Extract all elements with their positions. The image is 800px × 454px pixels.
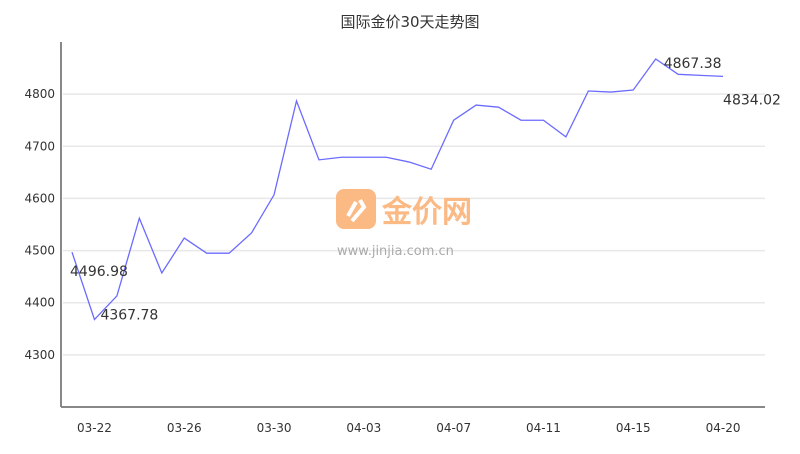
x-tick-label: 04-03 [346, 421, 381, 435]
chart-title: 国际金价30天走势图 [340, 13, 479, 31]
x-tick-label: 03-30 [257, 421, 292, 435]
y-tick-label: 4500 [24, 244, 55, 258]
x-tick-label: 04-07 [436, 421, 471, 435]
price-line [71, 58, 724, 321]
gridlines [63, 93, 765, 356]
watermark-brand: 金价网 [381, 195, 472, 230]
y-tick-label: 4800 [24, 87, 55, 101]
x-tick-label: 04-11 [526, 421, 561, 435]
watermark: 金价网 www.jinjia.com.cn [336, 189, 472, 259]
data-label: 4367.78 [100, 308, 158, 324]
x-tick-label: 04-20 [706, 421, 741, 435]
x-tick-label: 03-22 [77, 421, 112, 435]
watermark-logo-icon [336, 189, 376, 229]
y-tick-label: 4600 [24, 191, 55, 205]
y-tick-label: 4700 [24, 139, 55, 153]
x-tick-label: 04-15 [616, 421, 651, 435]
data-label: 4867.38 [664, 56, 722, 72]
x-tick-label: 03-26 [167, 421, 202, 435]
data-label: 4496.98 [70, 264, 128, 280]
y-tick-label: 4300 [24, 348, 55, 362]
watermark-url: www.jinjia.com.cn [337, 244, 454, 259]
y-tick-label: 4400 [24, 296, 55, 310]
watermark-logo-glyph [346, 199, 367, 223]
data-label: 4834.02 [723, 92, 781, 108]
